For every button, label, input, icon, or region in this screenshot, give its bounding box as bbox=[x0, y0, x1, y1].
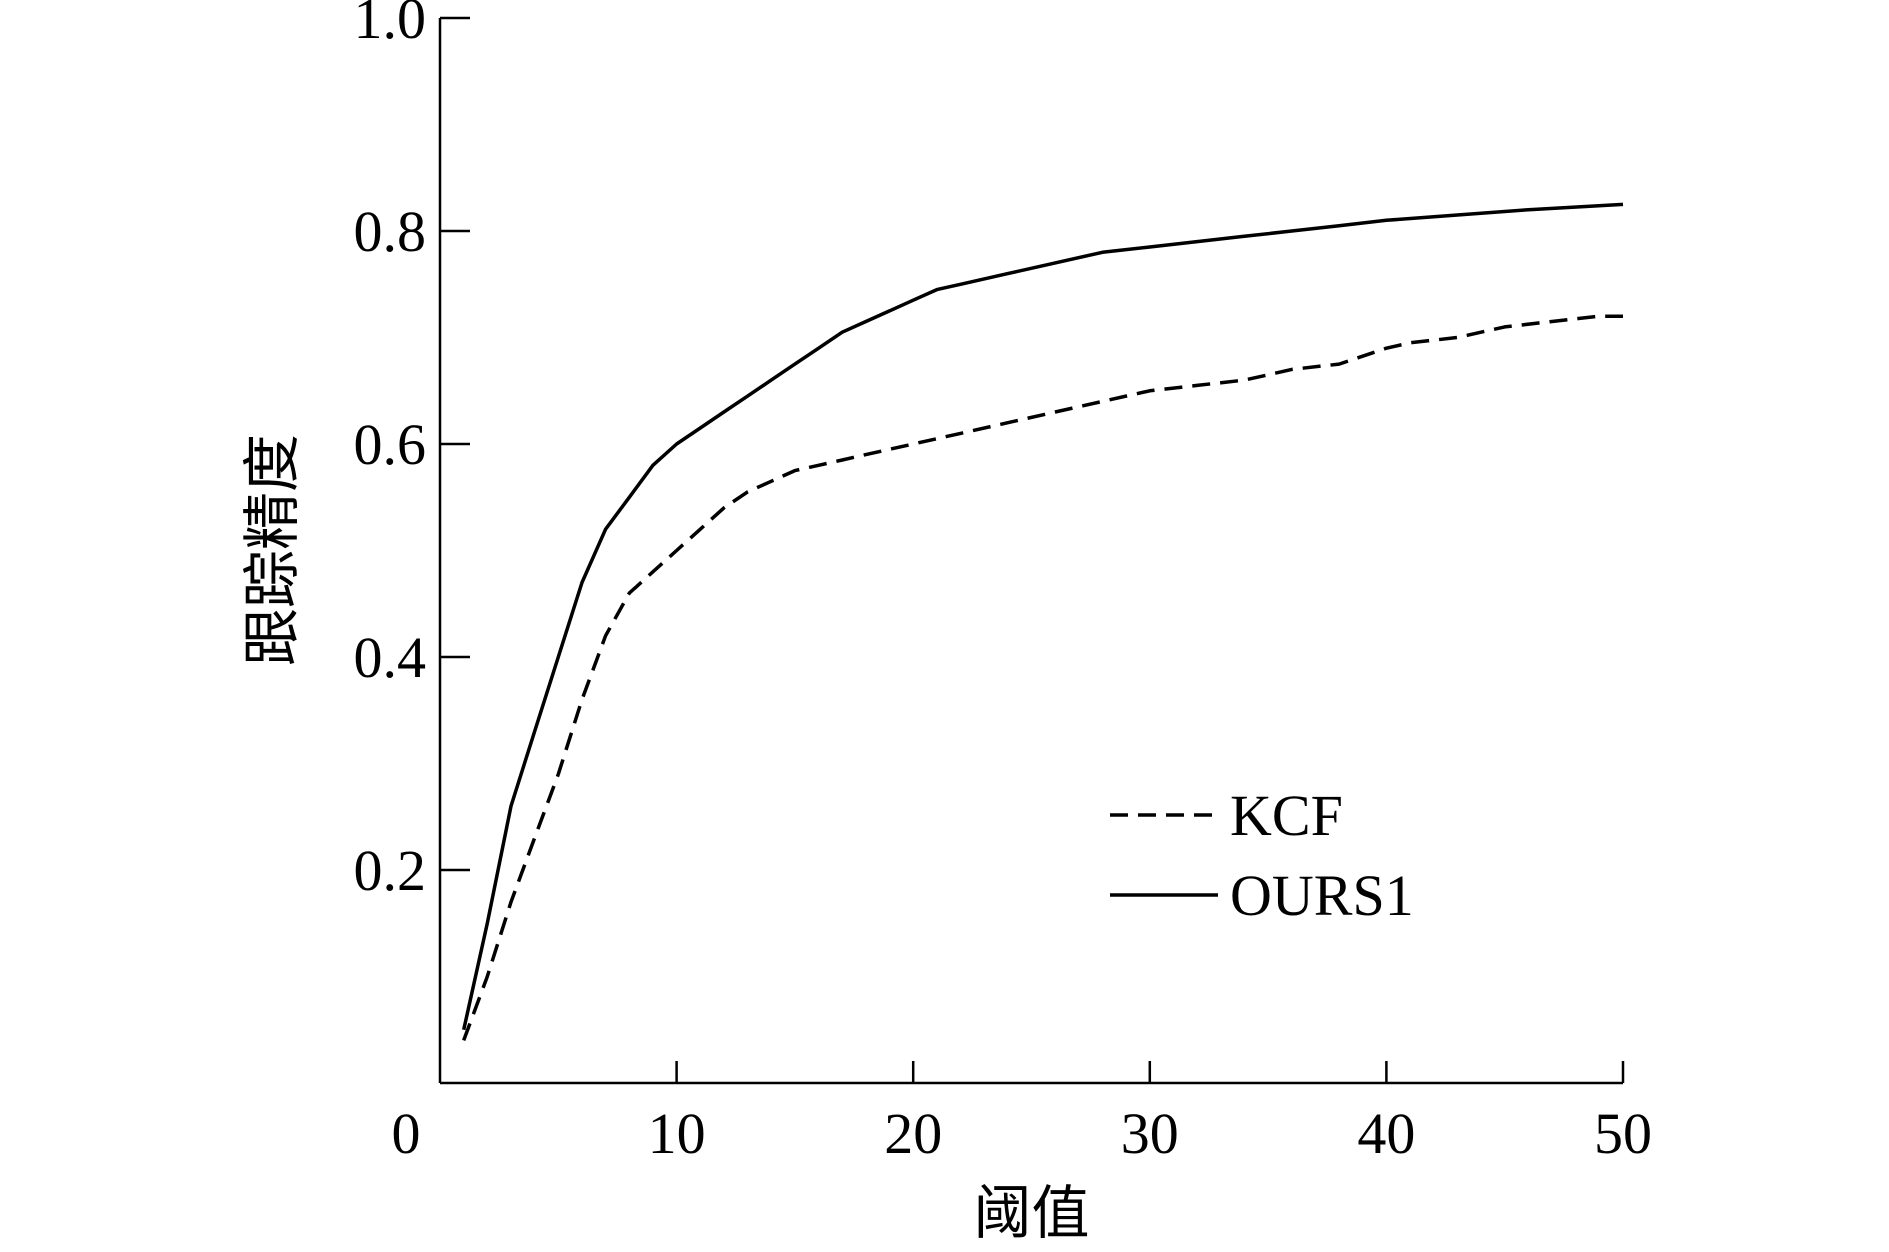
y-tick-label: 0.8 bbox=[354, 199, 427, 264]
y-tick-label: 0.4 bbox=[354, 625, 427, 690]
legend-label-ours1: OURS1 bbox=[1230, 863, 1414, 928]
y-ticks: 0.2 0.4 0.6 0.8 1.0 bbox=[354, 0, 470, 903]
x-tick-label: 0 bbox=[392, 1101, 421, 1166]
y-tick-label: 0.2 bbox=[354, 838, 427, 903]
x-tick-label: 50 bbox=[1594, 1101, 1652, 1166]
y-axis-title: 跟踪精度 bbox=[240, 434, 305, 666]
y-tick-label: 1.0 bbox=[354, 0, 427, 51]
y-tick-label: 0.6 bbox=[354, 412, 427, 477]
x-tick-label: 20 bbox=[884, 1101, 942, 1166]
legend: KCF OURS1 bbox=[1110, 783, 1414, 928]
x-tick-label: 30 bbox=[1121, 1101, 1179, 1166]
series-line-ours1 bbox=[461, 202, 1624, 1031]
x-tick-label: 10 bbox=[648, 1101, 706, 1166]
axes bbox=[438, 18, 1623, 1085]
x-ticks: 0 10 20 30 40 50 bbox=[392, 1061, 1652, 1166]
legend-label-kcf: KCF bbox=[1230, 783, 1343, 848]
x-axis-title: 阈值 bbox=[973, 1181, 1089, 1246]
series-line-kcf bbox=[462, 314, 1623, 1042]
series-layer bbox=[461, 202, 1624, 1042]
x-tick-label: 40 bbox=[1357, 1101, 1415, 1166]
